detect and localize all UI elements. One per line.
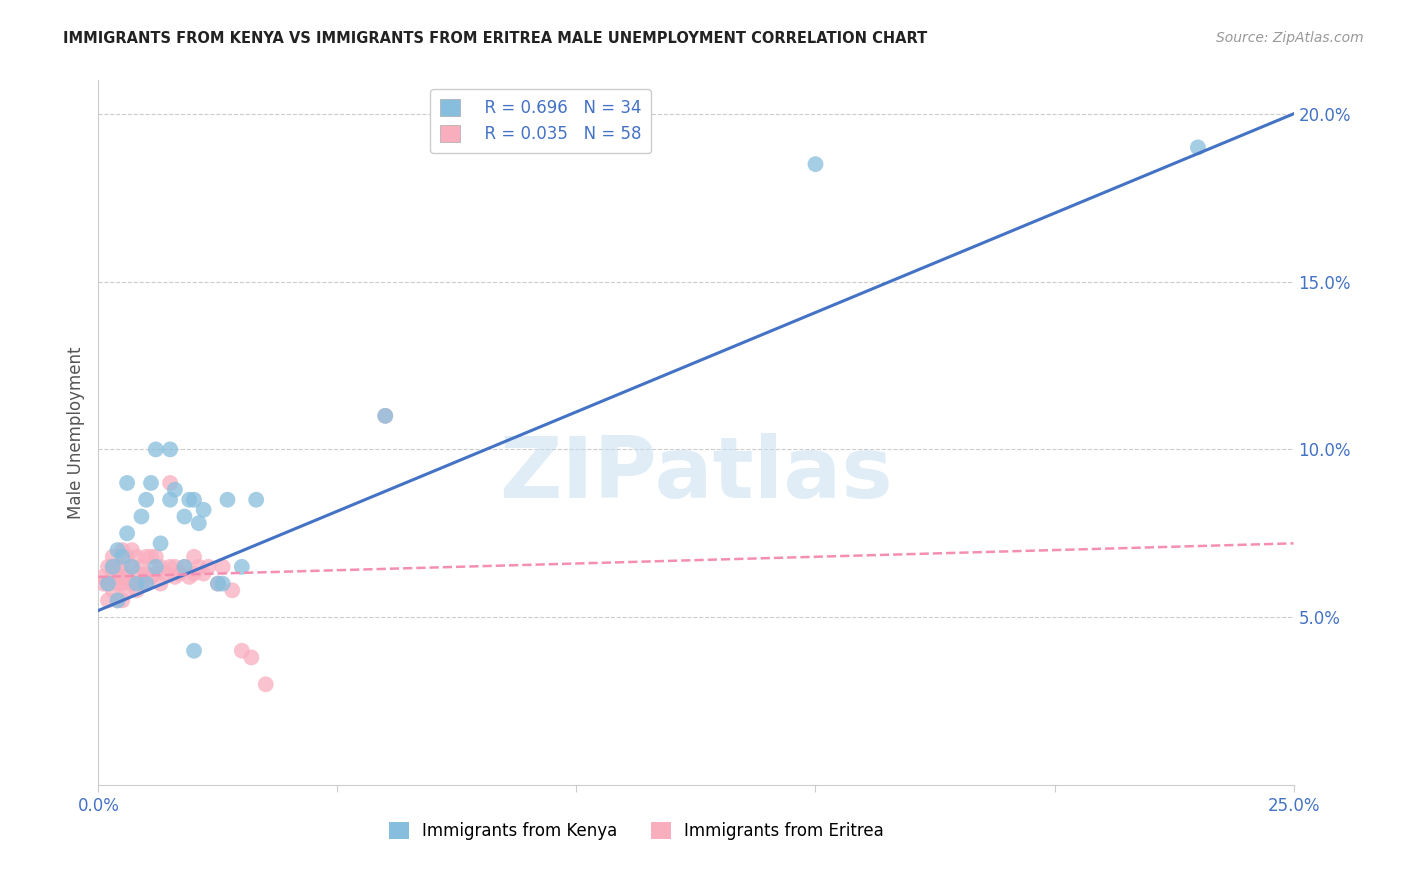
Point [111, 576, 134, 591]
Point [131, 559, 153, 574]
Point [101, 583, 124, 598]
Point [183, 644, 205, 658]
Point [149, 559, 172, 574]
Point [163, 559, 186, 574]
Point [193, 566, 215, 581]
Point [107, 559, 129, 574]
Point [111, 570, 134, 584]
Legend: Immigrants from Kenya, Immigrants from Eritrea: Immigrants from Kenya, Immigrants from E… [382, 815, 890, 847]
Point [115, 583, 138, 598]
Point [121, 559, 143, 574]
Point [115, 549, 138, 564]
Point [1187, 140, 1209, 154]
Point [231, 644, 253, 658]
Point [254, 677, 277, 691]
Point [111, 593, 134, 607]
Point [145, 559, 167, 574]
Point [135, 492, 157, 507]
Point [139, 475, 162, 490]
Point [173, 559, 195, 574]
Point [374, 409, 396, 423]
Point [173, 559, 195, 574]
Point [121, 576, 143, 591]
Point [197, 559, 219, 574]
Point [121, 559, 143, 574]
Point [111, 549, 134, 564]
Point [97, 576, 120, 591]
Point [107, 593, 129, 607]
Point [217, 492, 239, 507]
Point [97, 576, 120, 591]
Point [149, 536, 172, 550]
Point [135, 566, 157, 581]
Point [139, 570, 162, 584]
Point [107, 543, 129, 558]
Point [211, 576, 233, 591]
Point [107, 593, 129, 607]
Point [149, 576, 172, 591]
Point [183, 549, 205, 564]
Point [139, 549, 162, 564]
Point [125, 583, 148, 598]
Point [115, 526, 138, 541]
Point [135, 576, 157, 591]
Point [135, 549, 157, 564]
Point [155, 566, 177, 581]
Point [115, 475, 138, 490]
Point [145, 442, 167, 457]
Point [163, 570, 186, 584]
Point [207, 576, 229, 591]
Point [91, 570, 114, 584]
Point [91, 576, 114, 591]
Point [187, 559, 209, 574]
Point [173, 509, 195, 524]
Point [101, 549, 124, 564]
Point [145, 566, 167, 581]
Point [101, 559, 124, 574]
Point [135, 576, 157, 591]
Point [374, 409, 396, 423]
Point [125, 549, 148, 564]
Point [125, 566, 148, 581]
Point [111, 543, 134, 558]
Point [131, 509, 153, 524]
Point [107, 576, 129, 591]
Text: IMMIGRANTS FROM KENYA VS IMMIGRANTS FROM ERITREA MALE UNEMPLOYMENT CORRELATION C: IMMIGRANTS FROM KENYA VS IMMIGRANTS FROM… [63, 31, 928, 46]
Point [193, 503, 215, 517]
Point [159, 442, 181, 457]
Point [179, 570, 201, 584]
Point [179, 492, 201, 507]
Point [804, 157, 827, 171]
Point [207, 576, 229, 591]
Point [169, 566, 191, 581]
Point [121, 543, 143, 558]
Point [221, 583, 243, 598]
Point [115, 570, 138, 584]
Point [159, 475, 181, 490]
Point [145, 549, 167, 564]
Point [245, 492, 267, 507]
Point [163, 483, 186, 497]
Point [240, 650, 263, 665]
Point [97, 559, 120, 574]
Y-axis label: Male Unemployment: Male Unemployment [66, 346, 84, 519]
Point [111, 559, 134, 574]
Point [187, 516, 209, 531]
Point [231, 559, 253, 574]
Point [107, 570, 129, 584]
Point [131, 576, 153, 591]
Point [97, 593, 120, 607]
Point [183, 492, 205, 507]
Point [101, 559, 124, 574]
Text: Source: ZipAtlas.com: Source: ZipAtlas.com [1216, 31, 1364, 45]
Point [183, 566, 205, 581]
Point [159, 559, 181, 574]
Point [101, 570, 124, 584]
Point [159, 492, 181, 507]
Point [125, 576, 148, 591]
Point [211, 559, 233, 574]
Text: ZIPatlas: ZIPatlas [499, 434, 893, 516]
